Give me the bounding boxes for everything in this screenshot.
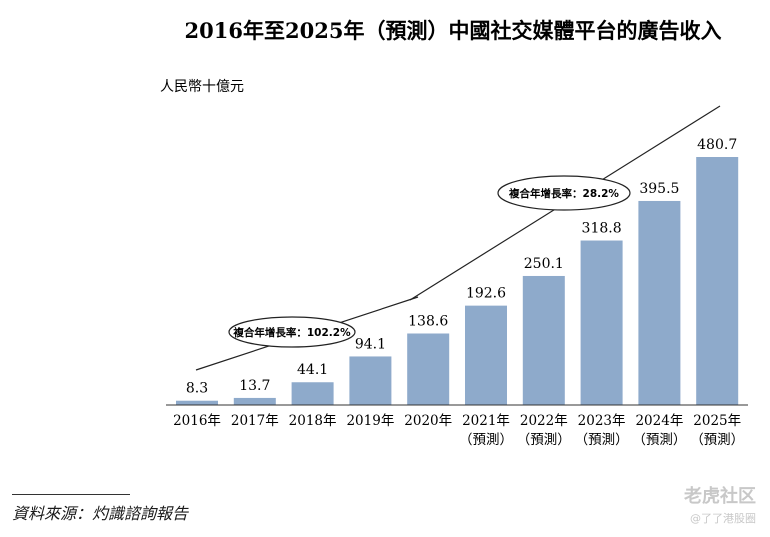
x-tick-label-7-1: （預測） [575,432,629,448]
value-label-7: 318.8 [582,221,622,237]
x-tick-label-5-1: （預測） [459,432,513,448]
watermark-subtext: @了了港股圈 [690,512,756,525]
bar-6 [522,275,565,405]
x-tick-labels: 2016年 2017年 2018年 2019年 2020年 2021年 （預測） 2022年 （… [173,413,744,448]
bar-1 [233,397,276,405]
bar-9 [696,157,739,405]
x-tick-label-8-0: 2024年 [635,413,683,429]
bar-3 [349,356,392,405]
value-label-0: 8.3 [186,381,208,397]
value-label-2: 44.1 [297,362,328,378]
value-label-5: 192.6 [466,286,506,302]
x-tick-label-2-0: 2018年 [289,413,337,429]
bars [176,157,739,405]
unit-label: 人民幣十億元 [160,79,244,95]
x-tick-label-3-0: 2019年 [346,413,394,429]
x-tick-label-6-1: （預測） [517,432,571,448]
bar-2 [291,382,334,405]
source-divider [12,494,130,495]
value-label-6: 250.1 [524,256,564,272]
bar-8 [638,200,681,405]
bar-5 [465,305,507,405]
watermark-text: 老虎社区 [684,486,756,507]
cagr-annotations: 複合年增長率：102.2% 複合年增長率：28.2% [228,175,631,348]
value-label-4: 138.6 [408,313,448,329]
cagr-label-0: 複合年增長率：102.2% [232,326,351,339]
value-labels: 8.3 13.7 44.1 94.1 138.6 192.6 250.1 318.8 395.5… [186,137,737,397]
x-tick-label-6-0: 2022年 [520,413,568,429]
cagr-ellipse-1 [497,175,631,211]
x-tick-label-9-0: 2025年 [693,413,741,429]
x-tick-label-5-0: 2021年 [462,413,510,429]
cagr-ellipse-0 [228,316,356,348]
value-label-9: 480.7 [697,137,737,153]
source-note: 資料來源：灼識諮詢報告 [12,504,189,523]
x-tick-label-7-0: 2023年 [578,413,626,429]
chart-title: 2016年至2025年（預測）中國社交媒體平台的廣告收入 [185,18,722,43]
bar-0 [176,400,218,405]
x-tick-label-1-0: 2017年 [231,413,279,429]
x-tick-label-9-1: （預測） [690,432,744,448]
value-label-1: 13.7 [239,378,270,394]
value-label-8: 395.5 [639,181,679,197]
x-tick-label-0-0: 2016年 [173,413,221,429]
bar-7 [580,240,623,405]
cagr-label-1: 複合年增長率：28.2% [508,187,619,200]
value-label-3: 94.1 [355,336,386,352]
x-tick-label-8-1: （預測） [632,432,686,448]
x-tick-label-4-0: 2020年 [404,413,452,429]
bar-4 [407,333,450,405]
